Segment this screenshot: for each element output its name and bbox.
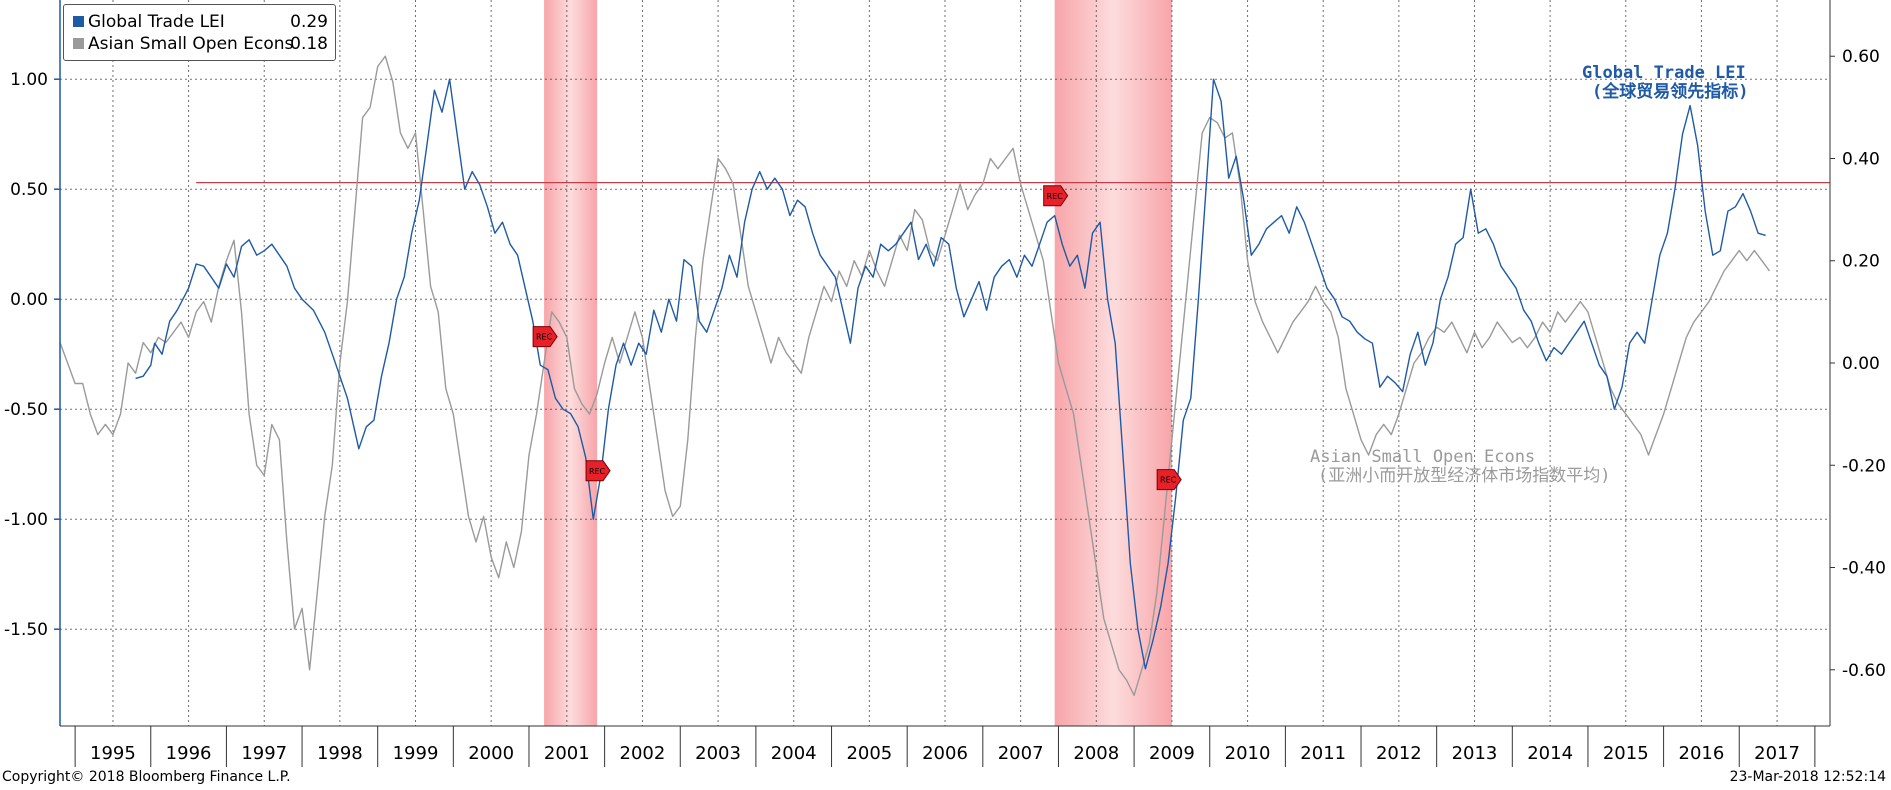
legend-value: 0.18 [290, 34, 328, 54]
x-tick-label: 2012 [1376, 743, 1422, 764]
x-tick-label: 1995 [90, 743, 136, 764]
legend-swatch-asian [73, 38, 84, 49]
axes: 1.00 0.50 0.00 -0.50 -1.00 -1.50 0.60 0.40 0.20 0… [4, 0, 1886, 767]
right-tick-label: -0.40 [1842, 559, 1886, 579]
rec-marker-shape [585, 460, 611, 482]
x-tick-label: 1996 [166, 743, 212, 764]
x-tick-label: 2003 [695, 743, 741, 764]
x-tick-label: 2011 [1300, 743, 1346, 764]
rec-marker: REC [585, 460, 611, 482]
x-tick-label: 2017 [1754, 743, 1800, 764]
rec-marker-label: REC [589, 467, 606, 476]
plot-area [60, 0, 1830, 726]
legend-label: Asian Small Open Econs [88, 34, 294, 54]
left-tick-label: 0.50 [10, 180, 48, 200]
x-tick-label: 2008 [1073, 743, 1119, 764]
copyright-text: Copyright© 2018 Bloomberg Finance L.P. [2, 769, 291, 785]
legend-item-global-trade-lei: Global Trade LEI 0.29 [73, 11, 328, 33]
series-line-asian-small-open-econs [59, 55, 1771, 696]
annotation-global-title: Global Trade LEI [1582, 63, 1746, 83]
x-tick-label: 2005 [846, 743, 892, 764]
rec-marker-label: REC [536, 333, 553, 342]
rec-marker-shape [532, 326, 558, 348]
right-tick-label: 0.20 [1842, 252, 1880, 272]
recession-bands [544, 0, 1172, 726]
x-tick-label: 2007 [998, 743, 1044, 764]
left-tick-label: -0.50 [4, 400, 48, 420]
x-tick-label: 2009 [1149, 743, 1195, 764]
left-tick-label: 0.00 [10, 290, 48, 310]
annotation-asian-subtitle: (亚洲小而开放型经济体市场指数平均) [1318, 466, 1610, 486]
legend-label: Global Trade LEI [88, 12, 225, 32]
rec-marker-label: REC [1047, 192, 1064, 201]
timestamp-text: 23-Mar-2018 12:52:14 [1729, 769, 1886, 785]
x-tick-label: 2006 [922, 743, 968, 764]
left-tick-label: 1.00 [10, 70, 48, 90]
x-tick-label: 2013 [1452, 743, 1498, 764]
rec-marker-shape [1043, 185, 1069, 207]
recession-band [1054, 0, 1172, 726]
left-tick-label: -1.50 [4, 620, 48, 640]
x-tick-label: 2010 [1225, 743, 1271, 764]
rec-marker-label: REC [1160, 476, 1177, 485]
grid [60, 0, 1830, 726]
legend-value: 0.29 [290, 12, 328, 32]
right-tick-label: 0.40 [1842, 149, 1880, 169]
right-tick-label: 0.60 [1842, 47, 1880, 67]
legend-swatch-global [73, 16, 84, 27]
x-tick-label: 2001 [544, 743, 590, 764]
rec-markers: REC REC REC REC [532, 185, 1182, 491]
x-tick-label: 2015 [1603, 743, 1649, 764]
series-lines [59, 55, 1771, 696]
rec-marker: REC [1156, 469, 1182, 491]
right-tick-label: 0.00 [1842, 354, 1880, 374]
x-tick-label: 1997 [241, 743, 287, 764]
x-tick-label: 2002 [620, 743, 666, 764]
annotation-asian-title: Asian Small Open Econs [1310, 447, 1535, 467]
x-tick-label: 2000 [468, 743, 514, 764]
annotation-global-subtitle: (全球贸易领先指标) [1592, 81, 1748, 102]
rec-marker-shape [1156, 469, 1182, 491]
rec-marker: REC [1043, 185, 1069, 207]
legend-item-asian-small-open-econs: Asian Small Open Econs 0.18 [73, 33, 328, 55]
right-tick-label: -0.20 [1842, 456, 1886, 476]
x-tick-label: 2016 [1679, 743, 1725, 764]
rec-marker: REC [532, 326, 558, 348]
x-tick-label: 2004 [771, 743, 817, 764]
left-tick-label: -1.00 [4, 510, 48, 530]
x-tick-label: 2014 [1527, 743, 1573, 764]
legend: Global Trade LEI 0.29 Asian Small Open E… [63, 4, 336, 61]
x-tick-label: 1999 [393, 743, 439, 764]
x-tick-label: 1998 [317, 743, 363, 764]
right-tick-label: -0.60 [1842, 661, 1886, 681]
series-line-global-trade-lei [135, 78, 1766, 670]
